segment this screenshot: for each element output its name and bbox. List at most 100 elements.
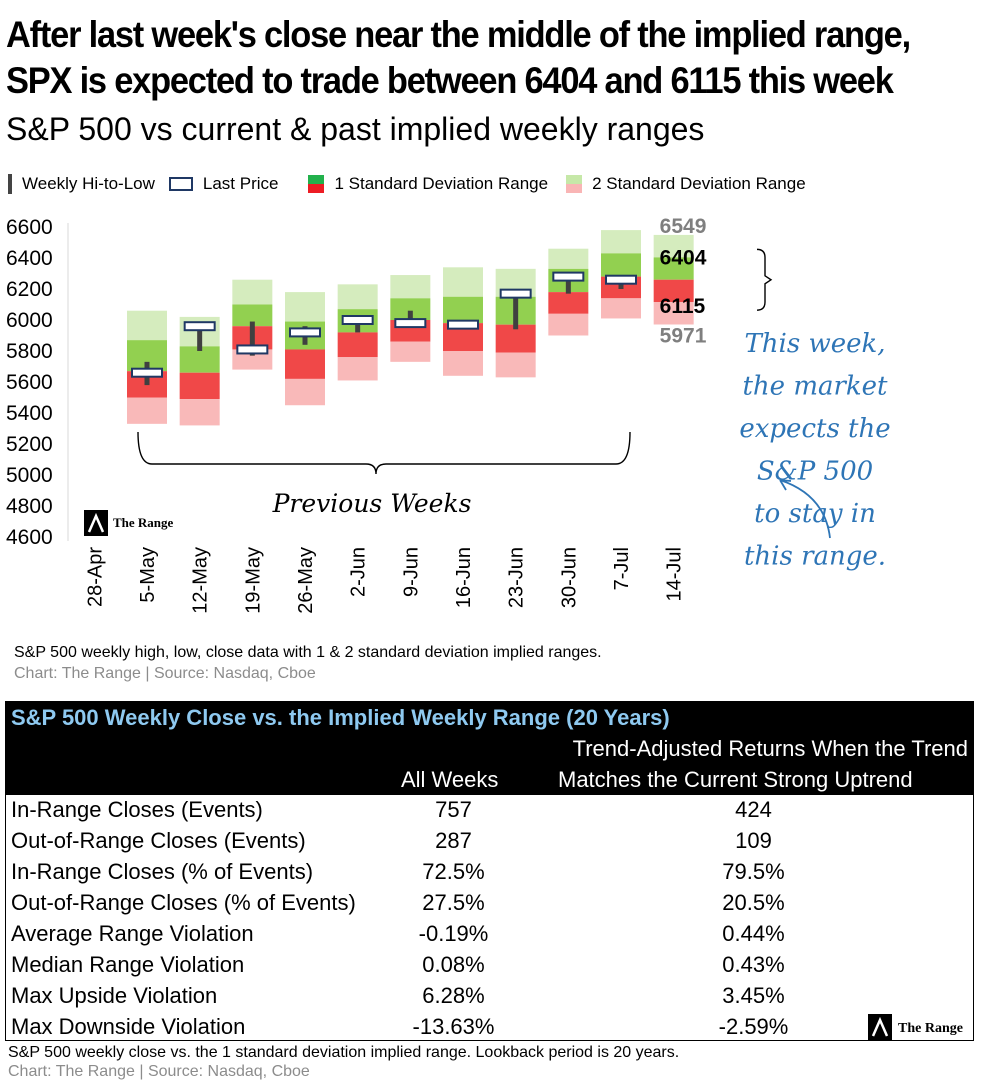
- sd2-upper-band: [601, 230, 641, 254]
- table-col2-header-line2: Matches the Current Strong Uptrend: [558, 767, 913, 792]
- annotation-this-week-line: This week,: [744, 329, 885, 359]
- annotation-previous-weeks: Previous Weeks: [272, 489, 472, 518]
- table-row: Out-of-Range Closes (Events) 287 109: [6, 825, 973, 856]
- table-cell-trend-adjusted: 424: [735, 797, 772, 822]
- sd2-lower-band: [179, 399, 220, 426]
- legend-last-swatch: [168, 177, 193, 191]
- sd2-lower-band: [127, 397, 167, 424]
- table-row: Max Upside Violation 6.28% 3.45%: [6, 980, 973, 1011]
- table-cell-trend-adjusted: -2.59%: [718, 1014, 789, 1039]
- table-row: Median Range Violation 0.08% 0.43%: [6, 949, 973, 980]
- legend-last-label: Last Price: [202, 174, 279, 193]
- sd2-lower-band: [548, 313, 589, 336]
- table-col1-header: All Weeks: [401, 767, 499, 792]
- sd1-upper-band: [443, 296, 483, 324]
- last-price-marker: [289, 327, 321, 338]
- y-tick-label: 5000: [6, 464, 53, 487]
- table-row: Out-of-Range Closes (% of Events) 27.5% 20…: [6, 887, 973, 918]
- chart-caption: S&P 500 weekly high, low, close data wit…: [14, 644, 602, 661]
- sd2-lower-band: [285, 378, 325, 406]
- y-tick-label: 6600: [6, 216, 53, 239]
- stats-table: S&P 500 Weekly Close vs. the Implied Wee…: [5, 701, 974, 1041]
- table-cell-all-weeks: 27.5%: [422, 890, 485, 915]
- sd2-upper-band: [443, 267, 483, 297]
- x-tick-label: 19-May: [242, 547, 264, 614]
- table-cell-trend-adjusted: 20.5%: [722, 890, 785, 915]
- table-cell-all-weeks: -13.63%: [412, 1014, 495, 1039]
- annotation-this-week-line: expects the: [739, 414, 890, 444]
- sd1-upper-band: [390, 298, 431, 320]
- x-tick-label: 7-Jul: [611, 547, 633, 590]
- headline-line-2: SPX is expected to trade between 6404 an…: [6, 60, 894, 101]
- x-tick-label: 28-Apr: [84, 547, 106, 607]
- last-price-marker: [236, 344, 269, 355]
- x-tick-label: 14-Jul: [664, 547, 686, 601]
- table-cell-all-weeks: 6.28%: [422, 983, 485, 1008]
- legend-sd2-swatch: [566, 175, 583, 193]
- annotation-this-week-line: the market: [742, 372, 888, 402]
- table-row: Max Downside Violation -13.63% -2.59%: [6, 1011, 973, 1042]
- table-row-label: In-Range Closes (% of Events): [11, 859, 314, 884]
- y-tick-label: 6200: [6, 278, 53, 301]
- legend-hilo-swatch: [8, 174, 12, 194]
- last-price-marker: [605, 274, 637, 285]
- chart-logo-mark: [87, 512, 105, 533]
- last-price-marker: [394, 318, 427, 329]
- sd1-lower-band: [653, 279, 694, 303]
- sd2-upper-band: [653, 234, 694, 258]
- table-row-label: Out-of-Range Closes (Events): [11, 828, 306, 853]
- legend-hilo-label: Weekly Hi-to-Low: [22, 174, 155, 193]
- range-logo-icon: The Range: [868, 1014, 963, 1040]
- legend-item-hilo: Weekly Hi-to-Low: [8, 174, 155, 194]
- annotation-this-week-line: to stay in: [754, 499, 876, 529]
- table-title: S&P 500 Weekly Close vs. the Implied Wee…: [11, 705, 670, 730]
- sd2-upper-band: [337, 284, 378, 310]
- x-tick-label: 23-Jun: [506, 547, 528, 608]
- x-tick-label: 2-Jun: [348, 547, 370, 597]
- sd2-upper-band: [390, 275, 431, 299]
- legend-item-sd1: 1 Standard Deviation Range: [308, 174, 548, 194]
- x-tick-label: 26-May: [295, 547, 317, 614]
- range-chart: 4600 4800 5000 5200 5400 5600 5800 6000 6200 6400…: [6, 215, 891, 614]
- chart-brand-text: The Range: [113, 515, 174, 530]
- sd2-upper-band: [548, 248, 589, 269]
- table-cell-trend-adjusted: 79.5%: [722, 859, 785, 884]
- chart-source: Chart: The Range | Source: Nasdaq, Cboe: [14, 665, 316, 682]
- sd2-lower-band: [601, 298, 641, 319]
- table-brand: The Range: [868, 1014, 978, 1045]
- table-row-label: Max Upside Violation: [11, 983, 218, 1008]
- sd1-upper-band: [232, 304, 273, 327]
- sd2-upper-band: [127, 310, 167, 341]
- label-sd1-high: 6404: [660, 246, 707, 269]
- x-tick-label: 5-May: [137, 547, 159, 603]
- headline: After last week's close near the middle …: [6, 12, 936, 104]
- sd2-lower-band: [443, 351, 483, 376]
- chart-subtitle: S&P 500 vs current & past implied weekly…: [6, 111, 705, 147]
- sd2-lower-band: [337, 357, 378, 381]
- label-sd1-low: 6115: [660, 295, 706, 318]
- table-cell-trend-adjusted: 109: [735, 828, 772, 853]
- legend-item-sd2: 2 Standard Deviation Range: [566, 174, 806, 194]
- x-tick-label: 12-May: [190, 547, 212, 614]
- x-tick-label: 30-Jun: [558, 547, 580, 608]
- x-tick-label: 16-Jun: [453, 547, 475, 608]
- legend-sd1-label: 1 Standard Deviation Range: [334, 174, 549, 193]
- y-tick-label: 4600: [6, 526, 53, 549]
- legend-sd2-label: 2 Standard Deviation Range: [592, 174, 806, 193]
- table-row: In-Range Closes (% of Events) 72.5% 79.5%: [6, 856, 973, 887]
- sd2-lower-band: [390, 341, 431, 362]
- table-brand-text: The Range: [898, 1021, 963, 1036]
- table-source: Chart: The Range | Source: Nasdaq, Cboe: [8, 1063, 310, 1080]
- legend-sd1-swatch: [308, 175, 325, 193]
- table-row: Average Range Violation -0.19% 0.44%: [6, 918, 973, 949]
- y-tick-label: 4800: [6, 495, 53, 518]
- table-col2-header-line1: Trend-Adjusted Returns When the Trend: [572, 736, 968, 761]
- table-row-label: Out-of-Range Closes (% of Events): [11, 890, 356, 915]
- sd1-lower-band: [285, 349, 325, 379]
- last-price-marker: [341, 315, 374, 325]
- table-caption: S&P 500 weekly close vs. the 1 standard …: [8, 1044, 680, 1061]
- current-range-bracket: [756, 248, 773, 311]
- y-tick-label: 6400: [6, 247, 53, 270]
- y-tick-label: 5600: [6, 371, 53, 394]
- previous-weeks-brace: [137, 431, 631, 475]
